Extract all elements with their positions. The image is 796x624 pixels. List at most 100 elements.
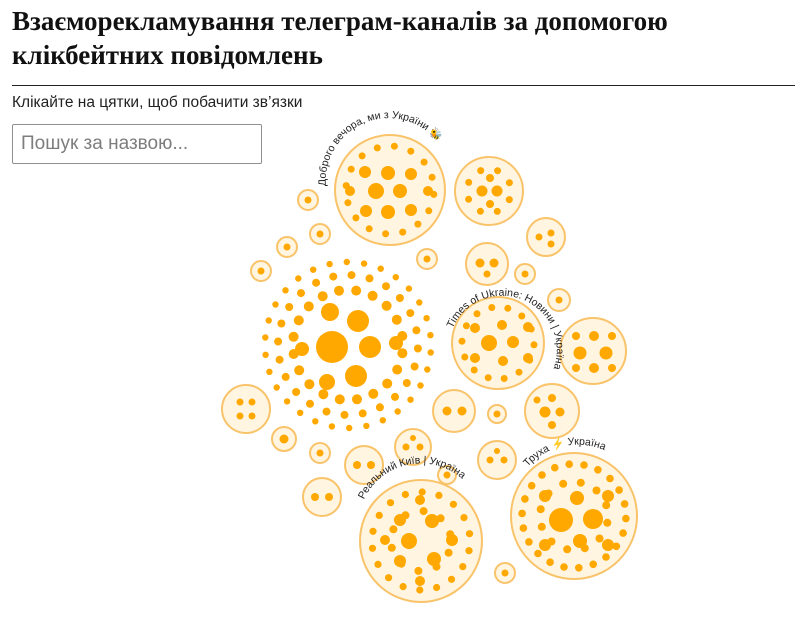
channel-dot[interactable] bbox=[293, 315, 304, 326]
channel-dot[interactable] bbox=[419, 507, 428, 516]
channel-dot[interactable] bbox=[346, 424, 353, 432]
channel-dot[interactable] bbox=[412, 326, 421, 335]
channel-dot[interactable] bbox=[484, 374, 492, 382]
channel-dot[interactable] bbox=[306, 399, 314, 408]
channel-cluster[interactable] bbox=[465, 242, 509, 286]
channel-dot[interactable] bbox=[347, 271, 356, 280]
channel-dot[interactable] bbox=[603, 518, 612, 527]
channel-cluster[interactable] bbox=[524, 383, 580, 439]
search-input[interactable] bbox=[12, 124, 262, 164]
channel-dot[interactable] bbox=[572, 332, 580, 340]
channel-cluster[interactable] bbox=[334, 134, 446, 246]
channel-dot[interactable] bbox=[589, 363, 599, 373]
channel-dot[interactable] bbox=[519, 524, 528, 532]
channel-dot[interactable] bbox=[294, 365, 305, 376]
channel-dot[interactable] bbox=[608, 332, 616, 340]
channel-dot[interactable] bbox=[392, 364, 403, 375]
channel-dot[interactable] bbox=[257, 267, 265, 275]
channel-dot[interactable] bbox=[477, 167, 485, 175]
channel-dot[interactable] bbox=[394, 408, 401, 415]
channel-dot[interactable] bbox=[283, 243, 291, 251]
channel-dot[interactable] bbox=[380, 535, 390, 545]
channel-dot[interactable] bbox=[602, 539, 614, 551]
channel-dot[interactable] bbox=[521, 270, 529, 278]
channel-cluster[interactable] bbox=[514, 263, 536, 285]
channel-cluster[interactable] bbox=[432, 389, 476, 433]
channel-dot[interactable] bbox=[486, 174, 494, 182]
channel-dot[interactable] bbox=[460, 514, 468, 522]
channel-cluster[interactable] bbox=[302, 477, 342, 517]
channel-dot[interactable] bbox=[583, 509, 603, 529]
channel-dot[interactable] bbox=[416, 586, 424, 594]
channel-dot[interactable] bbox=[316, 331, 348, 363]
channel-cluster[interactable] bbox=[416, 248, 438, 270]
channel-dot[interactable] bbox=[329, 272, 338, 281]
channel-dot[interactable] bbox=[381, 205, 395, 219]
channel-dot[interactable] bbox=[547, 537, 556, 546]
channel-dot[interactable] bbox=[405, 168, 417, 180]
channel-dot[interactable] bbox=[544, 489, 553, 498]
channel-dot[interactable] bbox=[493, 207, 501, 215]
channel-dot[interactable] bbox=[486, 456, 494, 464]
channel-dot[interactable] bbox=[343, 258, 350, 266]
channel-dot[interactable] bbox=[407, 396, 414, 403]
channel-dot[interactable] bbox=[476, 207, 484, 215]
channel-dot[interactable] bbox=[547, 229, 555, 237]
channel-dot[interactable] bbox=[292, 388, 301, 396]
channel-dot[interactable] bbox=[401, 533, 417, 549]
channel-dot[interactable] bbox=[353, 461, 361, 469]
channel-dot[interactable] bbox=[236, 412, 244, 420]
channel-dot[interactable] bbox=[345, 365, 367, 387]
channel-dot[interactable] bbox=[526, 356, 534, 364]
channel-dot[interactable] bbox=[470, 353, 480, 363]
channel-dot[interactable] bbox=[425, 207, 433, 215]
channel-dot[interactable] bbox=[283, 398, 291, 405]
channel-dot[interactable] bbox=[265, 317, 272, 324]
channel-dot[interactable] bbox=[359, 166, 371, 178]
channel-dot[interactable] bbox=[262, 334, 269, 341]
channel-cluster[interactable] bbox=[494, 562, 516, 584]
channel-dot[interactable] bbox=[573, 346, 587, 360]
channel-dot[interactable] bbox=[521, 495, 529, 503]
channel-dot[interactable] bbox=[501, 569, 509, 577]
channel-dot[interactable] bbox=[430, 190, 438, 198]
channel-dot[interactable] bbox=[414, 566, 423, 575]
channel-dot[interactable] bbox=[461, 353, 469, 361]
channel-dot[interactable] bbox=[580, 544, 589, 553]
channel-dot[interactable] bbox=[470, 366, 478, 374]
channel-dot[interactable] bbox=[418, 488, 426, 496]
channel-dot[interactable] bbox=[565, 460, 573, 469]
channel-dot[interactable] bbox=[423, 255, 431, 263]
channel-dot[interactable] bbox=[599, 346, 613, 360]
channel-dot[interactable] bbox=[319, 374, 335, 390]
channel-dot[interactable] bbox=[416, 443, 424, 451]
channel-dot[interactable] bbox=[402, 379, 411, 387]
channel-cluster[interactable] bbox=[221, 384, 271, 434]
channel-dot[interactable] bbox=[563, 545, 572, 554]
channel-dot[interactable] bbox=[312, 278, 321, 287]
channel-dot[interactable] bbox=[486, 200, 494, 208]
channel-dot[interactable] bbox=[381, 300, 392, 311]
channel-dot[interactable] bbox=[297, 289, 305, 298]
channel-dot[interactable] bbox=[352, 394, 362, 405]
channel-dot[interactable] bbox=[359, 336, 381, 358]
channel-dot[interactable] bbox=[295, 275, 302, 282]
channel-dot[interactable] bbox=[594, 466, 602, 474]
channel-dot[interactable] bbox=[423, 315, 430, 322]
channel-dot[interactable] bbox=[316, 230, 324, 238]
channel-dot[interactable] bbox=[321, 303, 339, 321]
channel-dot[interactable] bbox=[505, 179, 513, 187]
channel-dot[interactable] bbox=[551, 463, 559, 472]
channel-dot[interactable] bbox=[304, 196, 312, 204]
channel-dot[interactable] bbox=[518, 509, 526, 518]
channel-dot[interactable] bbox=[444, 548, 453, 557]
channel-dot[interactable] bbox=[462, 322, 470, 330]
channel-dot[interactable] bbox=[397, 348, 408, 359]
channel-dot[interactable] bbox=[397, 331, 408, 341]
channel-dot[interactable] bbox=[481, 335, 497, 351]
channel-dot[interactable] bbox=[538, 471, 546, 479]
channel-dot[interactable] bbox=[279, 434, 289, 444]
channel-dot[interactable] bbox=[435, 491, 443, 499]
channel-dot[interactable] bbox=[328, 423, 336, 430]
channel-dot[interactable] bbox=[266, 368, 273, 375]
